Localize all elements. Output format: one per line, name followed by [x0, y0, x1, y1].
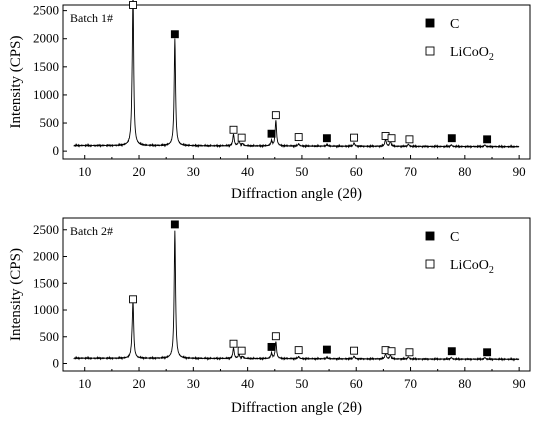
marker-c — [322, 134, 331, 143]
x-tick-label: 50 — [295, 376, 308, 391]
marker-c — [322, 345, 331, 354]
marker-c — [267, 129, 276, 138]
marker-licoo2 — [405, 135, 414, 144]
y-tick-label: 0 — [53, 143, 60, 158]
chart-panel-batch-1: 10 20 30 40 50 60 70 80 90 0 500 1000 1500 2000 2500 Di… — [8, 0, 531, 202]
marker-c — [170, 220, 179, 229]
legend-licoo2-subscript: 2 — [489, 265, 494, 276]
marker-licoo2 — [405, 348, 414, 357]
marker-licoo2 — [387, 347, 396, 356]
x-tick-label: 30 — [187, 164, 200, 179]
x-tick-label: 50 — [295, 164, 308, 179]
y-tick-label: 500 — [40, 329, 60, 344]
marker-licoo2 — [129, 295, 138, 304]
y-axis-title: Intensity (CPS) — [8, 36, 24, 129]
y-tick-label: 1000 — [33, 302, 59, 317]
xrd-trace — [73, 230, 520, 362]
marker-licoo2 — [350, 346, 359, 355]
x-tick-label: 30 — [187, 376, 200, 391]
x-tick-label: 60 — [350, 164, 363, 179]
y-tick-label: 1500 — [33, 59, 59, 74]
marker-licoo2 — [294, 346, 303, 355]
legend-c-symbol — [425, 18, 435, 28]
batch-label: Batch 1# — [70, 11, 113, 25]
x-tick-label: 70 — [404, 376, 417, 391]
x-tick-label: 90 — [513, 376, 526, 391]
x-tick-label: 70 — [404, 164, 417, 179]
plot-frame — [62, 4, 531, 160]
legend-c-symbol — [425, 231, 435, 241]
marker-c — [483, 135, 492, 144]
marker-licoo2 — [271, 111, 280, 120]
marker-c — [170, 30, 179, 39]
y-tick-label: 2500 — [33, 222, 59, 237]
x-axis-title: Diffraction angle (2θ) — [231, 400, 362, 416]
y-tick-label: 2000 — [33, 249, 59, 264]
y-tick-label: 500 — [40, 115, 60, 130]
x-tick-label: 40 — [241, 164, 254, 179]
legend-licoo2-symbol — [425, 46, 435, 56]
marker-licoo2 — [350, 133, 359, 142]
y-tick-label: 2000 — [33, 31, 59, 46]
y-tick-label: 1000 — [33, 87, 59, 102]
legend-c-label: C — [450, 17, 459, 32]
legend-licoo2-label: LiCoO2 — [450, 258, 494, 276]
chart-panel-batch-2: 10 20 30 40 50 60 70 80 90 0 500 1000 1500 2000 2500 Di… — [8, 217, 531, 416]
plot-frame — [62, 217, 531, 372]
y-tick-label: 1500 — [33, 275, 59, 290]
x-axis-title: Diffraction angle (2θ) — [231, 186, 362, 202]
legend-licoo2-main: LiCoO — [450, 45, 489, 60]
xrd-trace — [73, 0, 520, 149]
x-tick-label: 20 — [133, 376, 146, 391]
marker-licoo2 — [237, 133, 246, 142]
marker-c — [447, 134, 456, 143]
marker-licoo2 — [229, 339, 238, 348]
x-tick-label: 90 — [513, 164, 526, 179]
marker-c — [447, 347, 456, 356]
x-tick-label: 80 — [458, 164, 471, 179]
y-tick-label: 2500 — [33, 3, 59, 18]
marker-licoo2 — [237, 346, 246, 355]
legend-licoo2-symbol — [425, 259, 435, 269]
x-tick-label: 80 — [458, 376, 471, 391]
marker-licoo2 — [294, 133, 303, 142]
x-tick-label: 10 — [78, 376, 91, 391]
marker-licoo2 — [129, 1, 138, 9]
x-tick-label: 40 — [241, 376, 254, 391]
marker-c — [267, 342, 276, 351]
y-axis-title: Intensity (CPS) — [8, 248, 24, 341]
x-tick-label: 60 — [350, 376, 363, 391]
legend-c-label: C — [450, 230, 459, 245]
x-tick-label: 10 — [78, 164, 91, 179]
legend-licoo2-label: LiCoO2 — [450, 45, 494, 63]
marker-licoo2 — [229, 125, 238, 134]
batch-label: Batch 2# — [70, 224, 113, 238]
x-tick-label: 20 — [133, 164, 146, 179]
legend-licoo2-subscript: 2 — [489, 52, 494, 63]
y-tick-label: 0 — [53, 356, 60, 371]
marker-licoo2 — [387, 134, 396, 143]
legend-licoo2-main: LiCoO — [450, 258, 489, 273]
marker-c — [483, 348, 492, 357]
marker-licoo2 — [271, 332, 280, 341]
